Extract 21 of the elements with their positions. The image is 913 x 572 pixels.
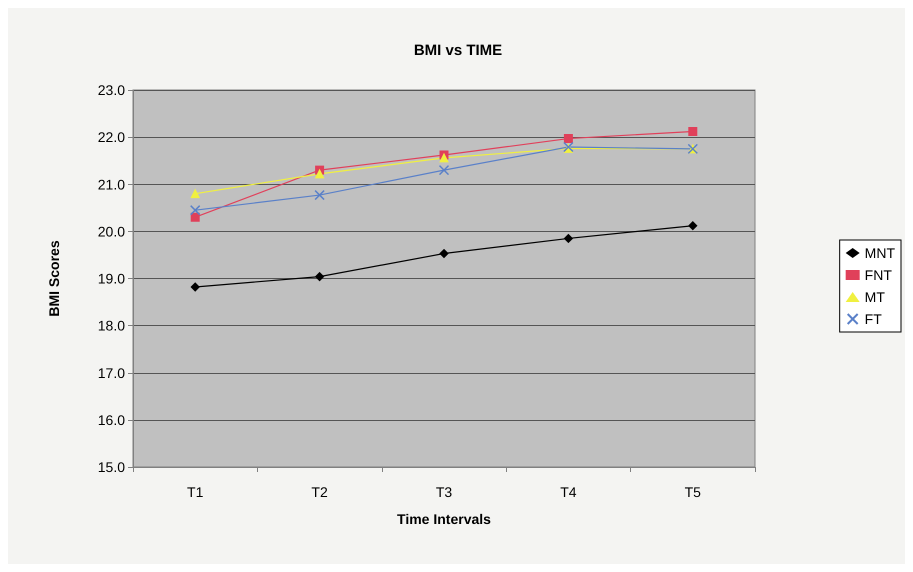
legend-label: MT — [864, 289, 886, 305]
x-tick-label: T3 — [436, 484, 452, 500]
x-tick-label: T1 — [187, 484, 204, 500]
y-tick-label: 23.0 — [98, 82, 126, 98]
y-tick-label: 21.0 — [98, 176, 126, 192]
chart-title: BMI vs TIME — [414, 42, 502, 59]
legend-label: FT — [864, 311, 882, 327]
y-tick-label: 18.0 — [98, 318, 126, 334]
y-tick-label: 16.0 — [98, 412, 126, 428]
x-tick-label: T2 — [311, 484, 328, 500]
x-tick-label: T4 — [560, 484, 577, 500]
x-tick-label: T5 — [684, 484, 702, 500]
x-axis-title: Time Intervals — [397, 511, 492, 527]
y-tick-label: 19.0 — [98, 270, 126, 286]
y-tick-label: 20.0 — [98, 223, 126, 240]
legend-label: MNT — [864, 245, 896, 261]
y-tick-label: 15.0 — [98, 459, 126, 475]
y-tick-label: 22.0 — [98, 129, 126, 146]
y-axis-title: BMI Scores — [46, 240, 62, 317]
legend-label: FNT — [864, 267, 892, 283]
y-tick-label: 17.0 — [98, 364, 126, 381]
